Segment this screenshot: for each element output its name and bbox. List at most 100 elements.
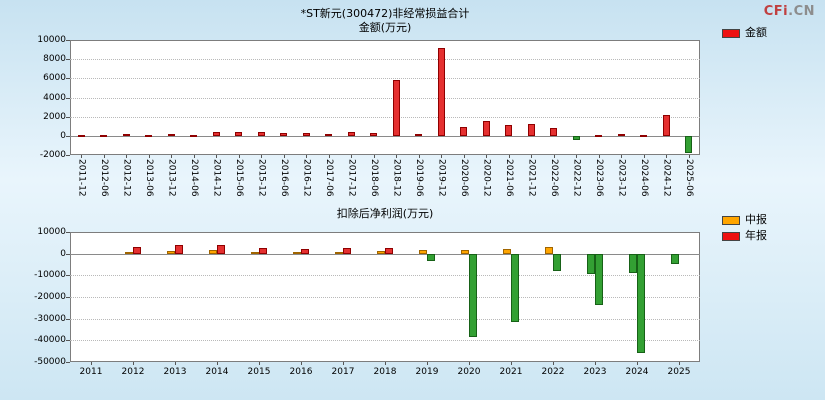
x-tick <box>441 155 443 158</box>
bar-金额-2016-12 <box>302 132 310 136</box>
bar-年报-2015 <box>259 248 267 254</box>
x-tick-label: 2013-06 <box>143 159 154 197</box>
bar-金额-2015-06 <box>235 132 243 136</box>
bar-金额-2019-12 <box>437 47 445 136</box>
x-tick <box>396 155 398 158</box>
x-tick <box>469 362 470 365</box>
x-tick <box>175 362 176 365</box>
bar-中报-2012 <box>125 251 133 254</box>
y-tick-label: 6000 <box>43 73 66 84</box>
x-tick-label: 2024 <box>625 367 649 377</box>
x-tick <box>81 155 83 158</box>
bar-金额-2022-06 <box>550 128 558 136</box>
bar-中报-2023 <box>587 253 595 275</box>
legend-amount: 金额 <box>722 27 767 39</box>
y-tick-label: -2000 <box>39 150 66 160</box>
y-tick <box>66 253 70 255</box>
zero-line <box>70 135 700 137</box>
x-tick <box>511 362 512 365</box>
bar-年报-2014 <box>217 245 225 254</box>
gridline <box>70 275 700 277</box>
y-tick <box>66 40 70 41</box>
logo-part2: .CN <box>788 4 815 19</box>
x-tick-label: 2016-06 <box>278 159 289 197</box>
bar-金额-2023-06 <box>595 134 603 137</box>
legend-interim-report: 中报 <box>722 214 767 226</box>
y-tick <box>66 275 70 277</box>
x-tick-label: 2025 <box>667 367 691 377</box>
x-tick-label: 2018-12 <box>391 159 402 197</box>
top-chart-title: *ST新元(300472)非经常损益合计 <box>300 7 470 20</box>
x-tick-label: 2018 <box>373 367 397 377</box>
x-tick-label: 2014 <box>205 367 229 377</box>
bar-金额-2013-12 <box>167 133 175 136</box>
bar-金额-2014-12 <box>212 132 220 136</box>
bar-中报-2015 <box>251 251 259 254</box>
x-tick <box>463 155 465 158</box>
bar-金额-2013-06 <box>145 135 153 138</box>
gridline <box>70 59 700 61</box>
y-tick <box>66 362 70 363</box>
x-tick <box>643 155 645 158</box>
x-tick <box>238 155 240 158</box>
x-tick-label: 2016-12 <box>301 159 312 197</box>
bar-金额-2020-12 <box>482 120 490 136</box>
x-tick-label: 2021-12 <box>526 159 537 197</box>
bar-金额-2012-12 <box>122 134 130 137</box>
legend-label-amount: 金额 <box>745 26 767 39</box>
bar-金额-2025-06 <box>685 135 693 154</box>
legend-swatch-amount <box>722 28 740 38</box>
x-tick <box>553 155 555 158</box>
bar-年报-2021 <box>511 253 519 322</box>
x-tick-label: 2015-06 <box>233 159 244 197</box>
x-tick <box>576 155 578 158</box>
x-tick <box>91 362 92 365</box>
x-tick <box>351 155 353 158</box>
x-tick <box>598 155 600 158</box>
bar-年报-2024 <box>637 253 645 354</box>
x-tick-label: 2023-06 <box>593 159 604 197</box>
x-tick-label: 2020-06 <box>458 159 469 197</box>
x-tick-label: 2014-06 <box>188 159 199 197</box>
x-tick-label: 2019 <box>415 367 439 377</box>
bar-金额-2012-06 <box>100 135 108 138</box>
bar-年报-2013 <box>175 245 183 254</box>
x-tick <box>301 362 302 365</box>
y-tick-label: -20000 <box>34 292 66 302</box>
bar-年报-2016 <box>301 248 309 254</box>
bar-金额-2024-12 <box>662 114 670 136</box>
cfi-logo: CFi.CN <box>764 4 815 19</box>
x-tick <box>171 155 173 158</box>
bottom-chart-title: 扣除后净利润(万元) <box>336 207 434 220</box>
bar-年报-2022 <box>553 253 561 271</box>
gridline <box>70 297 700 298</box>
x-tick <box>259 362 260 365</box>
x-tick <box>385 362 386 365</box>
bar-中报-2014 <box>209 250 217 254</box>
bar-中报-2017 <box>335 251 343 254</box>
x-tick <box>679 362 680 365</box>
bar-金额-2016-06 <box>280 133 288 136</box>
y-tick <box>66 59 70 61</box>
bar-金额-2021-06 <box>505 125 513 136</box>
x-tick <box>103 155 105 158</box>
gridline <box>70 97 700 99</box>
x-tick <box>306 155 308 158</box>
x-tick-label: 2015 <box>247 367 271 377</box>
x-tick-label: 2011 <box>79 367 103 377</box>
bar-金额-2020-06 <box>460 127 468 136</box>
x-tick-label: 2018-06 <box>368 159 379 197</box>
bar-金额-2011-12 <box>77 134 85 137</box>
x-tick-label: 2015-12 <box>256 159 267 197</box>
x-tick <box>595 362 596 365</box>
bar-中报-2022 <box>545 247 553 254</box>
gridline <box>70 340 700 342</box>
x-tick <box>637 362 638 365</box>
legend-swatch-interim <box>722 215 740 225</box>
y-tick-label: 0 <box>60 248 66 259</box>
x-tick-label: 2021 <box>499 367 523 377</box>
x-tick <box>193 155 195 158</box>
x-tick-label: 2013-12 <box>166 159 177 197</box>
